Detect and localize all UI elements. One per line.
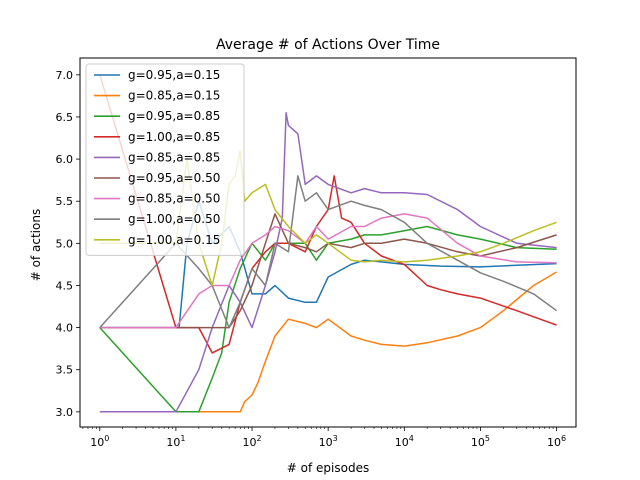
legend-entry-label: g=0.95,a=0.15 [128,68,220,82]
y-tick-label: 3.5 [56,364,74,377]
y-tick-label: 5.5 [56,195,74,208]
y-tick-label: 4.5 [56,279,74,292]
legend-entry-label: g=0.95,a=0.85 [128,109,220,123]
series-line-8 [99,175,558,329]
y-axis: 3.0 3.5 4.0 4.5 5.0 5.5 6.0 6.5 7.0 [56,69,80,419]
y-tick-label: 4.0 [56,322,74,335]
legend-entry-label: g=0.85,a=0.15 [128,89,220,103]
series-line-7 [99,213,557,329]
series-line-6 [99,213,557,329]
y-tick-label: 3.0 [56,406,74,419]
chart-title: Average # of Actions Over Time [216,37,440,53]
series-line-2 [99,271,557,413]
y-tick-label: 6.5 [56,111,74,124]
y-tick-label: 6.0 [56,153,74,166]
series-line-9 [99,149,557,287]
legend-entry-label: g=1.00,a=0.50 [128,212,220,226]
legend-entry-label: g=0.95,a=0.50 [128,171,220,185]
y-tick-label: 7.0 [56,69,74,82]
legend-entry-label: g=0.85,a=0.85 [128,150,220,164]
legend-entry-label: g=1.00,a=0.85 [128,130,220,144]
legend-entry-label: g=0.85,a=0.50 [128,192,220,206]
legend-entry-label: g=1.00,a=0.15 [128,233,220,247]
y-axis-label: # of actions [29,209,43,281]
series-layer [99,74,558,413]
legend: g=0.95,a=0.15 g=0.85,a=0.15 g=0.95,a=0.85 g… [85,63,245,256]
y-tick-label: 5.0 [56,237,74,250]
x-axis-label: # of episodes [287,461,369,475]
legend-frame [85,63,245,256]
